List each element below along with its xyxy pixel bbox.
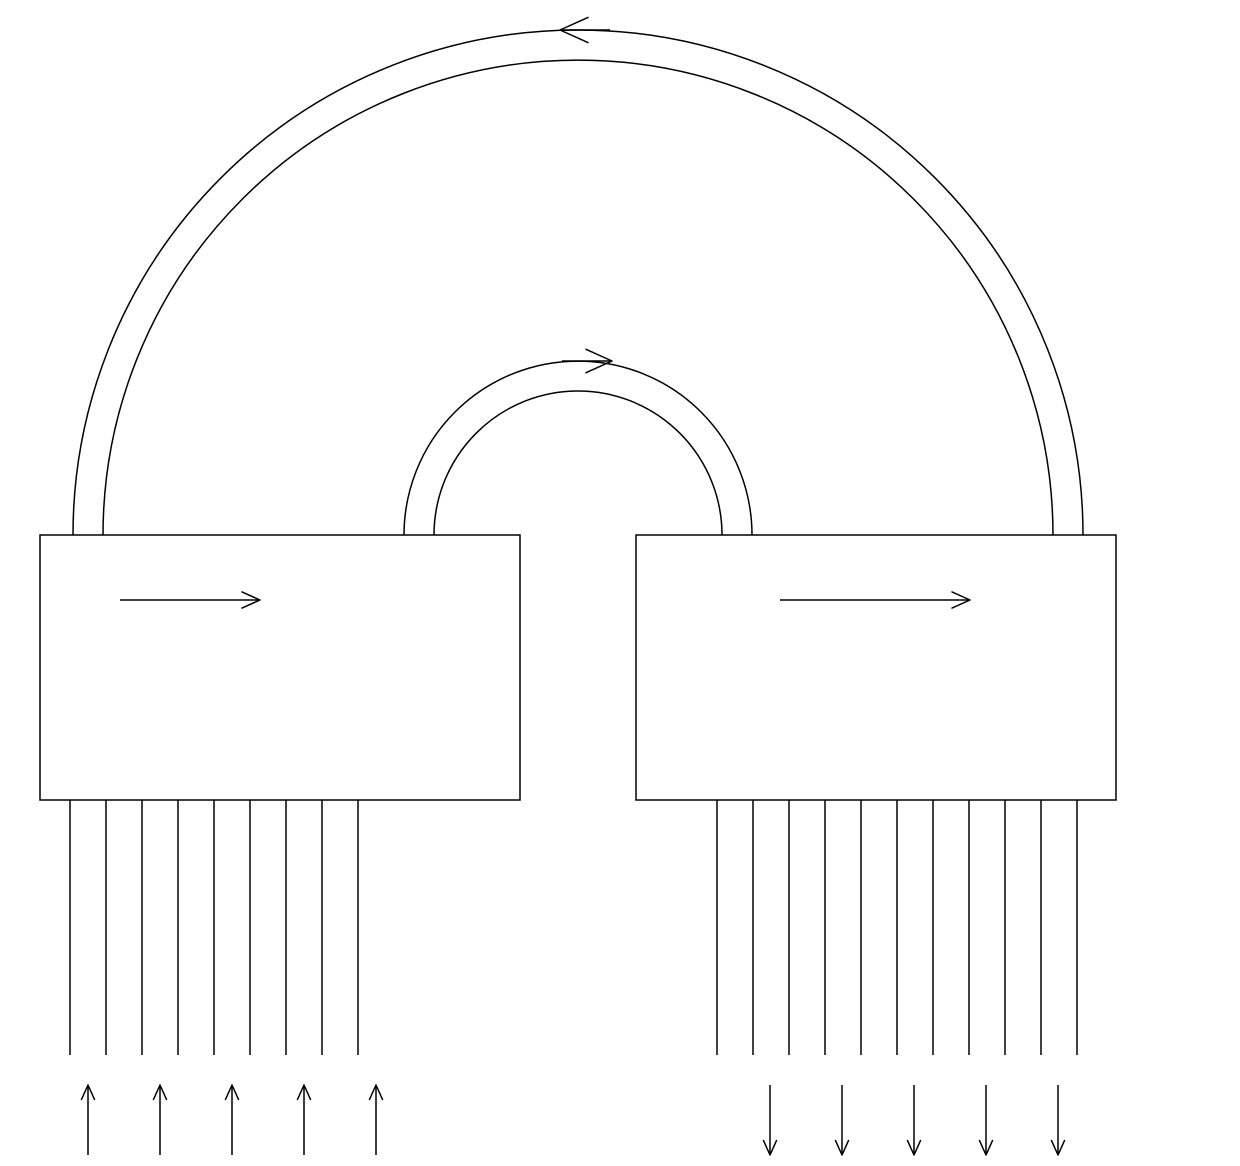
flow-diagram bbox=[0, 0, 1240, 1166]
